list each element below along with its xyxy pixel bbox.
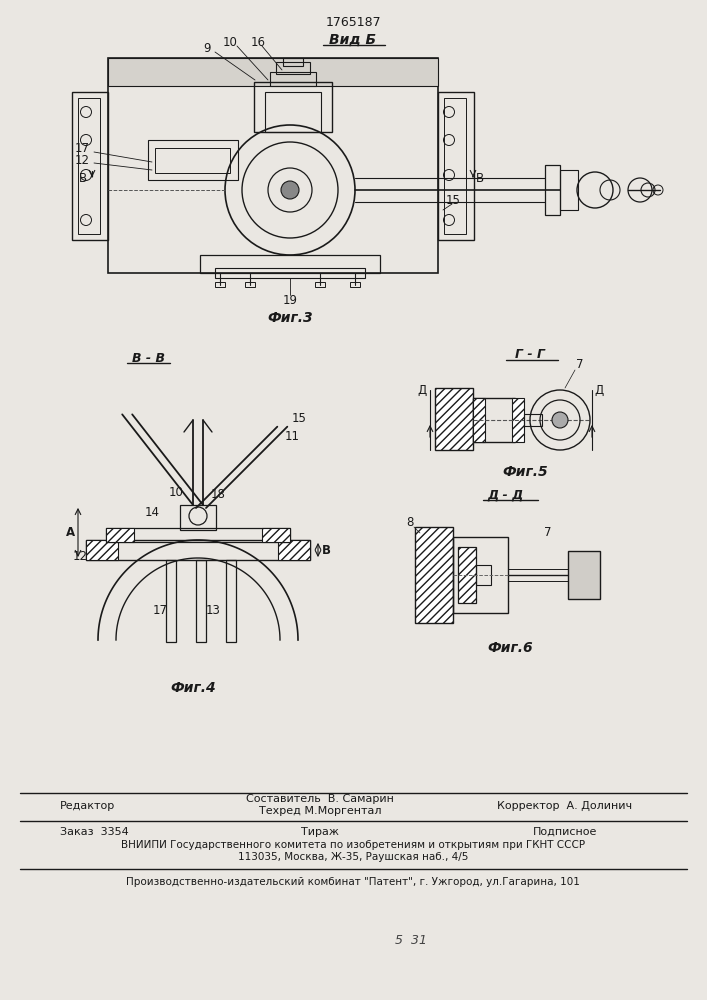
Text: Д: Д xyxy=(595,383,604,396)
Text: Тираж: Тираж xyxy=(301,827,339,837)
Text: Вид Б: Вид Б xyxy=(329,33,377,47)
Bar xyxy=(350,282,360,287)
Circle shape xyxy=(281,181,299,199)
Text: В - В: В - В xyxy=(132,352,165,364)
Text: В: В xyxy=(476,172,484,184)
Text: 18: 18 xyxy=(211,488,226,502)
Text: 19: 19 xyxy=(283,294,298,306)
Bar xyxy=(458,547,476,603)
Bar xyxy=(438,92,474,240)
Text: Фиг.3: Фиг.3 xyxy=(267,311,312,325)
Text: ВНИИПИ Государственного комитета по изобретениям и открытиям при ГКНТ СССР: ВНИИПИ Государственного комитета по изоб… xyxy=(121,840,585,850)
Bar xyxy=(86,540,118,560)
Text: 13: 13 xyxy=(206,603,221,616)
Text: Г - Г: Г - Г xyxy=(515,349,545,361)
Bar xyxy=(180,505,216,530)
Bar xyxy=(435,388,473,450)
Bar xyxy=(512,398,524,442)
Text: Фиг.4: Фиг.4 xyxy=(170,681,216,695)
Bar xyxy=(108,58,438,273)
Text: 8: 8 xyxy=(407,516,414,530)
Bar xyxy=(545,165,560,215)
Bar xyxy=(200,255,380,273)
Text: 16: 16 xyxy=(250,35,266,48)
Text: 10: 10 xyxy=(168,486,183,498)
Text: Заказ  3354: Заказ 3354 xyxy=(60,827,129,837)
Text: Фиг.6: Фиг.6 xyxy=(487,641,533,655)
Bar xyxy=(524,414,542,426)
Text: Производственно-издательский комбинат "Патент", г. Ужгород, ул.Гагарина, 101: Производственно-издательский комбинат "П… xyxy=(126,877,580,887)
Bar xyxy=(473,398,515,442)
Text: 9: 9 xyxy=(203,41,211,54)
Text: Техред М.Моргентал: Техред М.Моргентал xyxy=(259,806,381,816)
Text: 12: 12 xyxy=(73,550,88,564)
Bar xyxy=(254,82,332,132)
Text: 7: 7 xyxy=(544,526,551,540)
Bar xyxy=(215,268,365,278)
Text: 17: 17 xyxy=(153,603,168,616)
Bar xyxy=(106,528,134,542)
Bar xyxy=(106,528,290,542)
Bar xyxy=(278,540,310,560)
Bar xyxy=(166,560,176,642)
Bar xyxy=(155,148,230,173)
Bar xyxy=(226,560,236,642)
Text: 15: 15 xyxy=(445,194,460,207)
Text: 5  31: 5 31 xyxy=(395,934,427,946)
Text: Корректор  А. Долинич: Корректор А. Долинич xyxy=(498,801,633,811)
Text: Подписное: Подписное xyxy=(533,827,597,837)
Bar xyxy=(453,537,508,613)
Bar xyxy=(108,58,438,86)
Bar xyxy=(476,565,491,585)
Text: 7: 7 xyxy=(576,359,584,371)
Bar xyxy=(415,527,453,623)
Text: Д - Д: Д - Д xyxy=(487,488,523,502)
Bar xyxy=(148,140,238,180)
Bar xyxy=(444,98,466,234)
Text: 12: 12 xyxy=(74,153,90,166)
Text: 11: 11 xyxy=(285,430,300,443)
Bar xyxy=(262,528,290,542)
Bar xyxy=(72,92,108,240)
Bar xyxy=(568,551,600,599)
Text: Д: Д xyxy=(417,383,426,396)
Bar xyxy=(196,560,206,642)
Text: В: В xyxy=(79,172,87,184)
Bar xyxy=(265,92,321,132)
Text: Редактор: Редактор xyxy=(60,801,115,811)
Bar xyxy=(560,170,578,210)
Text: Фиг.5: Фиг.5 xyxy=(502,465,548,479)
Text: A: A xyxy=(66,526,74,538)
Bar xyxy=(283,58,303,66)
Text: 1765187: 1765187 xyxy=(325,15,381,28)
Bar xyxy=(315,282,325,287)
Bar xyxy=(215,282,225,287)
Text: 17: 17 xyxy=(74,142,90,155)
Text: 113035, Москва, Ж-35, Раушская наб., 4/5: 113035, Москва, Ж-35, Раушская наб., 4/5 xyxy=(238,852,468,862)
Text: B: B xyxy=(322,544,330,556)
Text: 14: 14 xyxy=(144,506,160,518)
Text: 10: 10 xyxy=(223,35,238,48)
Bar xyxy=(245,282,255,287)
Text: 15: 15 xyxy=(292,412,307,425)
Text: Составитель  В. Самарин: Составитель В. Самарин xyxy=(246,794,394,804)
Bar xyxy=(473,398,485,442)
Bar xyxy=(78,98,100,234)
Bar xyxy=(276,62,310,74)
Bar xyxy=(86,540,310,560)
Circle shape xyxy=(552,412,568,428)
Bar xyxy=(270,72,316,86)
